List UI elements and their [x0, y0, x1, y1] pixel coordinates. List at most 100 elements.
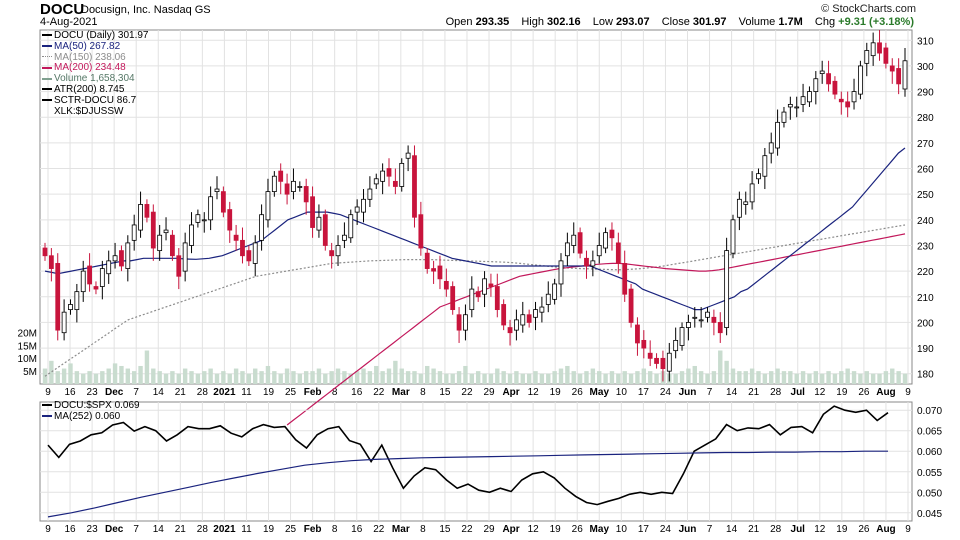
x-tick-label: 17 [638, 387, 650, 398]
volume-bar [106, 368, 111, 384]
candle-body [628, 288, 634, 323]
volume-bar [93, 373, 99, 384]
volume-bar [138, 365, 143, 384]
volume-bar [195, 373, 201, 384]
candle-body [902, 60, 908, 90]
volume-bar [826, 371, 831, 384]
candle-body [819, 70, 825, 75]
candle-body [896, 68, 902, 85]
volume-bar [635, 371, 640, 384]
x-tick-label: 14 [153, 387, 165, 398]
volume-bar [272, 371, 277, 384]
candle-body [342, 234, 347, 241]
price-tick-label: 260 [917, 165, 934, 176]
x-tick-label: 17 [638, 524, 650, 535]
candle-body [291, 180, 296, 193]
volume-bar [425, 365, 430, 384]
volume-bar [603, 373, 608, 384]
candle-body [240, 239, 245, 257]
candle-body [813, 78, 819, 92]
volume-bar [641, 368, 647, 384]
volume-bar [813, 371, 819, 384]
main-legend: DOCU (Daily) 301.97 MA(50) 267.82 MA(150) … [42, 30, 148, 117]
candle-body [800, 96, 806, 105]
volume-bar [507, 373, 513, 384]
volume-bar [81, 373, 86, 384]
candle-body [386, 168, 392, 177]
volume-bar [163, 373, 169, 384]
candle-body [119, 250, 124, 267]
line-icon [42, 99, 52, 102]
x-tick-label: Dec [105, 387, 124, 398]
x-tick-label: 24 [660, 387, 672, 398]
candle-body [144, 204, 150, 218]
volume-bar [393, 360, 398, 384]
candle-body [584, 257, 589, 267]
volume-bar [354, 371, 360, 384]
volume-tick-label: 20M [18, 328, 37, 339]
price-tick-label: 230 [917, 241, 934, 252]
candle-body [354, 206, 360, 213]
x-tick-label: 26 [572, 524, 584, 535]
candle-body [252, 242, 258, 264]
x-tick-label: 24 [660, 524, 672, 535]
volume-bar [342, 371, 347, 384]
candle-body [807, 91, 812, 103]
volume-bar [456, 371, 462, 384]
price-tick-label: 290 [917, 88, 934, 99]
candle-body [182, 242, 188, 272]
candle-body [106, 260, 112, 275]
candle-body [310, 196, 315, 228]
x-tick-label: 10 [616, 387, 628, 398]
price-tick-label: 200 [917, 318, 934, 329]
candle-body [469, 288, 475, 311]
volume-bar [514, 371, 519, 384]
volume-bar [437, 371, 443, 384]
candle-body [278, 170, 284, 182]
volume-bar [399, 368, 404, 384]
volume-bar [418, 373, 424, 384]
candle-body [889, 65, 895, 72]
volume-tick-label: 10M [18, 354, 37, 365]
candle-body [329, 250, 335, 257]
candle-body [838, 98, 844, 103]
price-tick-label: 180 [917, 370, 934, 381]
line-icon [42, 404, 52, 407]
volume-bar [157, 371, 162, 384]
x-tick-label: 16 [351, 387, 363, 398]
volume-bar [125, 368, 131, 384]
candle-body [756, 173, 761, 180]
candle-body [220, 191, 226, 213]
volume-bar [131, 371, 137, 384]
volume-bar [718, 350, 723, 384]
price-panel [39, 29, 913, 385]
volume-bar [253, 368, 258, 384]
x-tick-label: 8 [332, 524, 338, 535]
line-icon [42, 66, 52, 69]
volume-bar [571, 371, 576, 384]
volume-bar [144, 350, 150, 384]
candle-body [641, 339, 647, 349]
ratio-panel [39, 401, 913, 522]
volume-bar [291, 371, 296, 384]
candle-body [399, 162, 405, 187]
chart-header: DOCU Docusign, Inc. Nasdaq GS 4-Aug-2021… [0, 0, 960, 30]
x-tick-label: 22 [373, 524, 385, 535]
legend-item: MA(200) 234.48 [42, 62, 148, 74]
volume-bar [303, 371, 309, 384]
candle-body [170, 234, 175, 257]
volume-bar [520, 373, 525, 384]
x-tick-label: Apr [502, 387, 519, 398]
x-tick-label: 2021 [213, 524, 236, 535]
ratio-tick-label: 0.045 [917, 509, 942, 520]
volume-bar [896, 371, 901, 384]
volume-bar [214, 373, 220, 384]
volume-bar [890, 368, 895, 384]
volume-bar [361, 368, 366, 384]
x-tick-label: 2021 [213, 387, 236, 398]
x-tick-label: 22 [461, 387, 473, 398]
volume-bar [737, 371, 742, 384]
legend-item: DOCU (Daily) 301.97 [42, 30, 148, 42]
ratio-line [47, 405, 889, 506]
candle-body [762, 155, 768, 177]
